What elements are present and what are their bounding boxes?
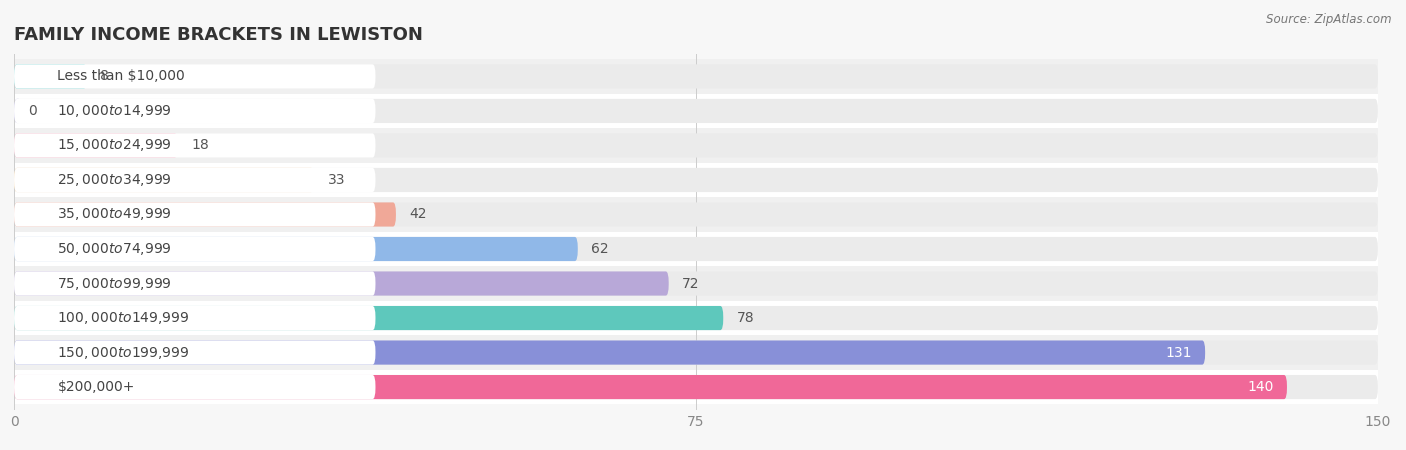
Text: 78: 78 [737, 311, 755, 325]
Text: $35,000 to $49,999: $35,000 to $49,999 [58, 207, 172, 222]
Bar [0, 301, 1406, 335]
FancyBboxPatch shape [14, 202, 1378, 226]
FancyBboxPatch shape [14, 99, 375, 123]
FancyBboxPatch shape [14, 375, 375, 399]
FancyBboxPatch shape [14, 271, 375, 296]
Bar [0, 266, 1406, 301]
FancyBboxPatch shape [14, 168, 314, 192]
FancyBboxPatch shape [14, 237, 1378, 261]
FancyBboxPatch shape [14, 202, 375, 226]
Text: $50,000 to $74,999: $50,000 to $74,999 [58, 241, 172, 257]
Text: $200,000+: $200,000+ [58, 380, 135, 394]
Text: 131: 131 [1166, 346, 1191, 360]
FancyBboxPatch shape [14, 202, 396, 226]
Bar [0, 370, 1406, 404]
Bar [0, 197, 1406, 232]
Text: 42: 42 [409, 207, 427, 221]
FancyBboxPatch shape [14, 237, 578, 261]
FancyBboxPatch shape [14, 64, 1378, 89]
FancyBboxPatch shape [14, 64, 87, 89]
Bar [0, 128, 1406, 163]
FancyBboxPatch shape [14, 375, 1286, 399]
FancyBboxPatch shape [14, 133, 375, 158]
Text: 33: 33 [328, 173, 346, 187]
FancyBboxPatch shape [14, 306, 1378, 330]
Text: Less than $10,000: Less than $10,000 [58, 69, 186, 83]
Bar [0, 232, 1406, 266]
Text: 140: 140 [1247, 380, 1274, 394]
FancyBboxPatch shape [14, 133, 1378, 158]
FancyBboxPatch shape [14, 64, 375, 89]
FancyBboxPatch shape [14, 375, 1378, 399]
Text: 72: 72 [682, 276, 700, 291]
Text: FAMILY INCOME BRACKETS IN LEWISTON: FAMILY INCOME BRACKETS IN LEWISTON [14, 26, 423, 44]
Text: Source: ZipAtlas.com: Source: ZipAtlas.com [1267, 14, 1392, 27]
FancyBboxPatch shape [14, 237, 375, 261]
FancyBboxPatch shape [14, 168, 1378, 192]
FancyBboxPatch shape [14, 99, 1378, 123]
FancyBboxPatch shape [14, 341, 1378, 364]
FancyBboxPatch shape [14, 271, 669, 296]
Bar [0, 59, 1406, 94]
Text: 62: 62 [592, 242, 609, 256]
Text: 8: 8 [100, 69, 110, 83]
Text: 18: 18 [191, 139, 209, 153]
Bar [0, 94, 1406, 128]
Text: 0: 0 [28, 104, 37, 118]
FancyBboxPatch shape [14, 306, 723, 330]
Text: $100,000 to $149,999: $100,000 to $149,999 [58, 310, 190, 326]
FancyBboxPatch shape [14, 306, 375, 330]
FancyBboxPatch shape [14, 99, 21, 123]
Text: $10,000 to $14,999: $10,000 to $14,999 [58, 103, 172, 119]
FancyBboxPatch shape [14, 341, 375, 364]
FancyBboxPatch shape [14, 271, 1378, 296]
Text: $25,000 to $34,999: $25,000 to $34,999 [58, 172, 172, 188]
Text: $15,000 to $24,999: $15,000 to $24,999 [58, 137, 172, 153]
FancyBboxPatch shape [14, 133, 177, 158]
FancyBboxPatch shape [14, 341, 1205, 364]
Bar [0, 335, 1406, 370]
Text: $150,000 to $199,999: $150,000 to $199,999 [58, 345, 190, 360]
FancyBboxPatch shape [14, 168, 375, 192]
Text: $75,000 to $99,999: $75,000 to $99,999 [58, 275, 172, 292]
Bar [0, 163, 1406, 197]
